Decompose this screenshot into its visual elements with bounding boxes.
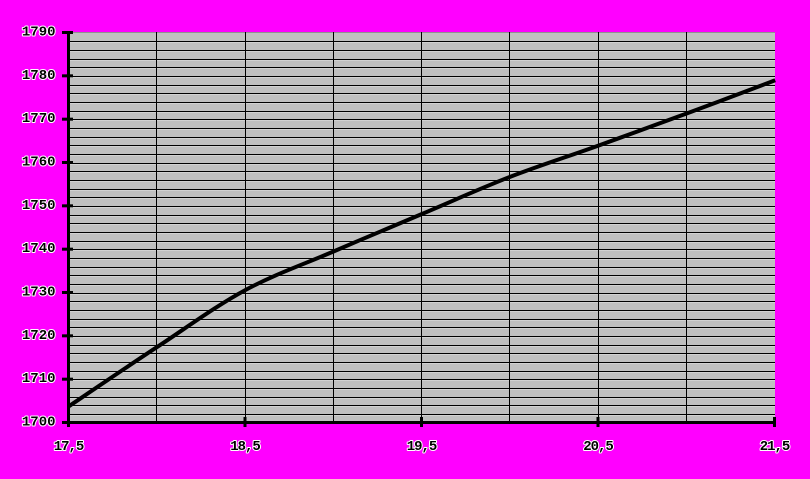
- svg-text:1710: 1710: [22, 371, 56, 387]
- svg-text:17,5: 17,5: [54, 439, 84, 455]
- svg-text:1760: 1760: [22, 155, 56, 171]
- svg-text:21,5: 21,5: [760, 439, 790, 455]
- svg-text:1750: 1750: [22, 198, 56, 214]
- svg-text:18,5: 18,5: [230, 439, 260, 455]
- svg-text:1770: 1770: [22, 111, 56, 127]
- svg-text:19,5: 19,5: [407, 439, 437, 455]
- svg-text:20,5: 20,5: [583, 439, 613, 455]
- svg-text:1720: 1720: [22, 328, 56, 344]
- svg-text:1700: 1700: [22, 415, 56, 431]
- svg-text:1780: 1780: [22, 68, 56, 84]
- svg-text:1730: 1730: [22, 285, 56, 301]
- svg-text:1790: 1790: [22, 25, 56, 41]
- svg-text:1740: 1740: [22, 241, 56, 257]
